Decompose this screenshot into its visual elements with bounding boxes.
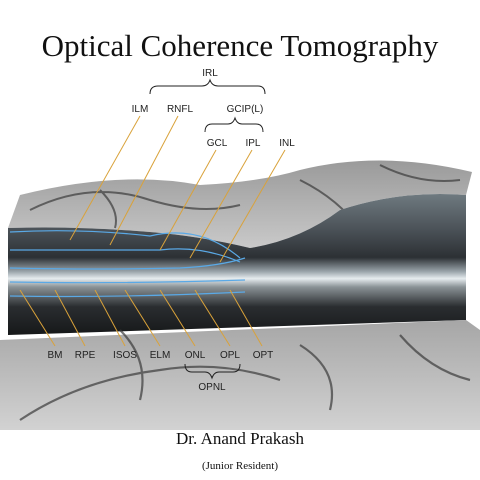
- gcip-bracket: [204, 116, 264, 133]
- layer-label: ISOS: [113, 350, 137, 361]
- layer-label: ONL: [185, 350, 206, 361]
- author-role: (Junior Resident): [202, 460, 278, 472]
- layer-label: INL: [279, 138, 295, 149]
- opnl-bracket: [184, 363, 241, 380]
- layer-label: RPE: [75, 350, 96, 361]
- leader-lines: [19, 115, 286, 347]
- layer-label: GCIP(L): [227, 104, 264, 115]
- author: Dr. Anand Prakash: [176, 429, 304, 448]
- oct-cross-section: [8, 194, 466, 335]
- fundus-bottom: [0, 320, 480, 430]
- layer-label: RNFL: [167, 104, 194, 115]
- title: Optical Coherence Tomography: [42, 28, 439, 63]
- layer-label: OPT: [253, 350, 274, 361]
- layer-label: OPL: [220, 350, 240, 361]
- layer-label: GCL: [207, 138, 228, 149]
- layer-label: BM: [48, 350, 63, 361]
- layer-label: IPL: [245, 138, 260, 149]
- layer-label: ELM: [150, 350, 171, 361]
- fundus-top: [8, 160, 472, 248]
- layer-label: IRL: [202, 68, 218, 79]
- layer-label: OPNL: [198, 382, 226, 393]
- layer-label: ILM: [132, 104, 149, 115]
- irl-bracket: [149, 78, 266, 95]
